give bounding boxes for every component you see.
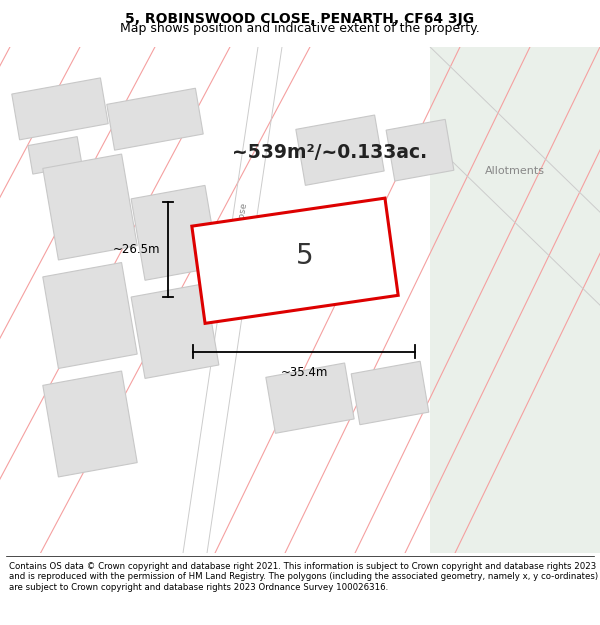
Polygon shape	[43, 262, 137, 369]
Bar	[430, 47, 600, 553]
Text: ~35.4m: ~35.4m	[280, 366, 328, 379]
Text: Allotments: Allotments	[485, 166, 545, 176]
Text: Robinswood Close: Robinswood Close	[226, 202, 250, 284]
Text: Contains OS data © Crown copyright and database right 2021. This information is : Contains OS data © Crown copyright and d…	[9, 562, 598, 591]
Polygon shape	[131, 284, 219, 378]
Polygon shape	[28, 137, 82, 174]
Text: 5, ROBINSWOOD CLOSE, PENARTH, CF64 3JG: 5, ROBINSWOOD CLOSE, PENARTH, CF64 3JG	[125, 12, 475, 26]
Polygon shape	[107, 88, 203, 150]
Text: ~26.5m: ~26.5m	[113, 243, 160, 256]
Polygon shape	[296, 115, 384, 186]
Text: Map shows position and indicative extent of the property.: Map shows position and indicative extent…	[120, 22, 480, 35]
Text: 5: 5	[296, 242, 314, 269]
Polygon shape	[266, 363, 354, 433]
Polygon shape	[131, 186, 219, 280]
Polygon shape	[12, 78, 108, 140]
Polygon shape	[192, 198, 398, 323]
Polygon shape	[43, 371, 137, 477]
Polygon shape	[351, 361, 429, 425]
Polygon shape	[386, 119, 454, 181]
Text: ~539m²/~0.133ac.: ~539m²/~0.133ac.	[232, 142, 428, 162]
Polygon shape	[43, 154, 137, 260]
